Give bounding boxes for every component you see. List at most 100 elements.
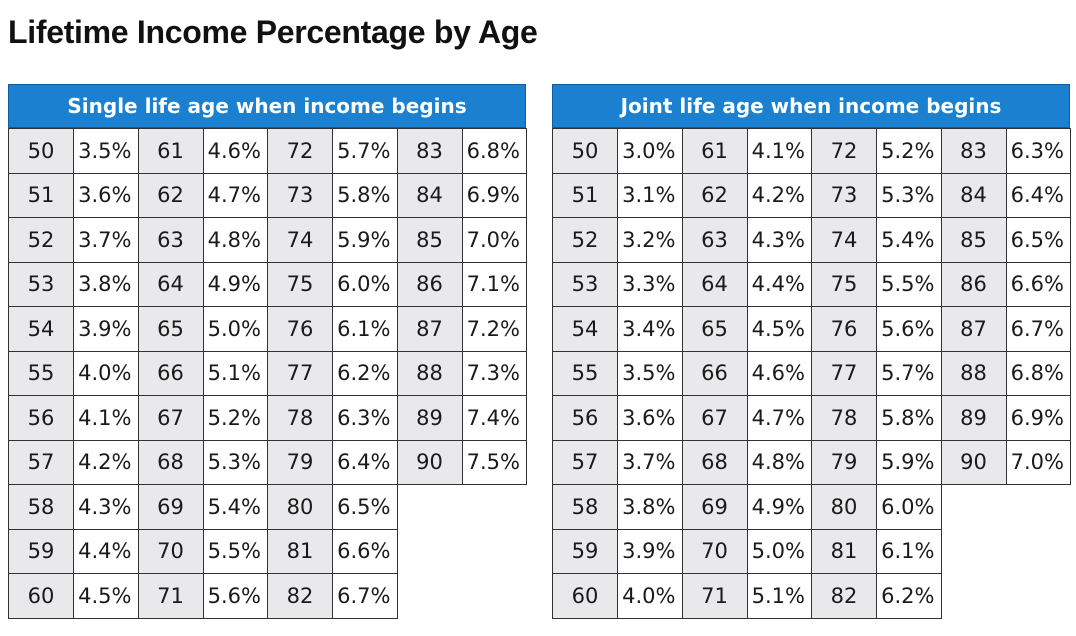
age-cell: 63 bbox=[681, 217, 748, 263]
percentage-cell: 3.6% bbox=[617, 395, 683, 441]
age-cell: 50 bbox=[552, 128, 618, 174]
age-cell: 76 bbox=[267, 306, 333, 352]
empty-cell bbox=[1006, 529, 1071, 574]
percentage-cell: 4.4% bbox=[73, 528, 139, 574]
age-cell: 74 bbox=[811, 217, 877, 263]
table-row: 59 4.4% 70 5.5% 81 6.6% bbox=[8, 528, 527, 574]
age-cell: 72 bbox=[267, 128, 333, 174]
empty-cell bbox=[462, 529, 527, 574]
table-row: 55 3.5% 66 4.6% 77 5.7% 88 6.8% bbox=[552, 350, 1071, 396]
empty-cell bbox=[462, 485, 527, 530]
table-row: 58 4.3% 69 5.4% 80 6.5% bbox=[8, 484, 527, 530]
table-row: 58 3.8% 69 4.9% 80 6.0% bbox=[552, 484, 1071, 530]
percentage-cell: 5.7% bbox=[876, 350, 942, 396]
age-cell: 66 bbox=[681, 350, 748, 396]
percentage-cell: 5.9% bbox=[332, 217, 398, 263]
age-cell: 72 bbox=[811, 128, 877, 174]
percentage-cell: 4.9% bbox=[746, 484, 812, 530]
age-cell: 85 bbox=[396, 217, 463, 263]
percentage-cell: 6.7% bbox=[1005, 306, 1071, 352]
percentage-cell: 4.2% bbox=[746, 172, 812, 218]
age-cell: 65 bbox=[681, 306, 748, 352]
age-cell: 86 bbox=[396, 261, 463, 307]
age-cell: 61 bbox=[681, 128, 748, 174]
age-cell: 56 bbox=[552, 395, 618, 441]
age-cell: 62 bbox=[137, 172, 204, 218]
percentage-cell: 5.8% bbox=[876, 395, 942, 441]
empty-cell bbox=[397, 485, 462, 530]
age-cell: 67 bbox=[681, 395, 748, 441]
percentage-cell: 6.7% bbox=[332, 573, 398, 619]
age-cell: 83 bbox=[396, 128, 463, 174]
percentage-cell: 3.1% bbox=[617, 172, 683, 218]
age-cell: 89 bbox=[396, 395, 463, 441]
age-cell: 58 bbox=[8, 484, 74, 530]
age-cell: 68 bbox=[681, 439, 748, 485]
age-cell: 71 bbox=[681, 573, 748, 619]
age-cell: 52 bbox=[8, 217, 74, 263]
table-row: 54 3.4% 65 4.5% 76 5.6% 87 6.7% bbox=[552, 306, 1071, 352]
table-row: 54 3.9% 65 5.0% 76 6.1% 87 7.2% bbox=[8, 306, 527, 352]
percentage-cell: 5.3% bbox=[876, 172, 942, 218]
percentage-cell: 6.9% bbox=[461, 172, 527, 218]
age-cell: 90 bbox=[940, 439, 1007, 485]
percentage-cell: 3.8% bbox=[73, 261, 139, 307]
age-cell: 84 bbox=[396, 172, 463, 218]
age-cell: 90 bbox=[396, 439, 463, 485]
empty-cell bbox=[1006, 574, 1071, 619]
percentage-cell: 7.5% bbox=[461, 439, 527, 485]
percentage-cell: 5.0% bbox=[202, 306, 268, 352]
age-cell: 87 bbox=[396, 306, 463, 352]
percentage-cell: 3.5% bbox=[73, 128, 139, 174]
percentage-cell: 4.5% bbox=[73, 573, 139, 619]
table-row: 53 3.3% 64 4.4% 75 5.5% 86 6.6% bbox=[552, 261, 1071, 307]
age-cell: 73 bbox=[267, 172, 333, 218]
age-cell: 75 bbox=[811, 261, 877, 307]
percentage-cell: 7.0% bbox=[1005, 439, 1071, 485]
percentage-cell: 6.6% bbox=[332, 528, 398, 574]
percentage-cell: 6.3% bbox=[1005, 128, 1071, 174]
percentage-cell: 5.4% bbox=[876, 217, 942, 263]
table-row: 60 4.0% 71 5.1% 82 6.2% bbox=[552, 573, 1071, 619]
percentage-cell: 7.1% bbox=[461, 261, 527, 307]
percentage-cell: 5.2% bbox=[202, 395, 268, 441]
percentage-cell: 6.1% bbox=[876, 528, 942, 574]
percentage-cell: 4.6% bbox=[746, 350, 812, 396]
age-cell: 71 bbox=[137, 573, 204, 619]
percentage-cell: 6.4% bbox=[332, 439, 398, 485]
single-life-header: Single life age when income begins bbox=[8, 84, 526, 128]
age-cell: 74 bbox=[267, 217, 333, 263]
age-cell: 78 bbox=[267, 395, 333, 441]
age-cell: 81 bbox=[811, 528, 877, 574]
percentage-cell: 6.5% bbox=[332, 484, 398, 530]
percentage-cell: 3.7% bbox=[617, 439, 683, 485]
age-cell: 77 bbox=[267, 350, 333, 396]
age-cell: 75 bbox=[267, 261, 333, 307]
percentage-cell: 6.5% bbox=[1005, 217, 1071, 263]
age-cell: 87 bbox=[940, 306, 1007, 352]
age-cell: 61 bbox=[137, 128, 204, 174]
percentage-cell: 5.1% bbox=[746, 573, 812, 619]
single-life-panel: Single life age when income begins 50 3.5… bbox=[8, 84, 527, 619]
percentage-cell: 4.5% bbox=[746, 306, 812, 352]
percentage-cell: 5.9% bbox=[876, 439, 942, 485]
table-row: 53 3.8% 64 4.9% 75 6.0% 86 7.1% bbox=[8, 261, 527, 307]
age-cell: 64 bbox=[137, 261, 204, 307]
percentage-cell: 3.9% bbox=[73, 306, 139, 352]
percentage-cell: 3.4% bbox=[617, 306, 683, 352]
age-cell: 80 bbox=[811, 484, 877, 530]
age-cell: 83 bbox=[940, 128, 1007, 174]
percentage-cell: 5.0% bbox=[746, 528, 812, 574]
age-cell: 79 bbox=[811, 439, 877, 485]
table-row: 51 3.1% 62 4.2% 73 5.3% 84 6.4% bbox=[552, 172, 1071, 218]
page-title: Lifetime Income Percentage by Age bbox=[8, 14, 538, 50]
percentage-cell: 6.1% bbox=[332, 306, 398, 352]
percentage-cell: 6.9% bbox=[1005, 395, 1071, 441]
age-cell: 68 bbox=[137, 439, 204, 485]
percentage-cell: 3.5% bbox=[617, 350, 683, 396]
percentage-cell: 4.3% bbox=[746, 217, 812, 263]
age-cell: 55 bbox=[8, 350, 74, 396]
age-cell: 50 bbox=[8, 128, 74, 174]
percentage-cell: 6.6% bbox=[1005, 261, 1071, 307]
percentage-cell: 7.2% bbox=[461, 306, 527, 352]
